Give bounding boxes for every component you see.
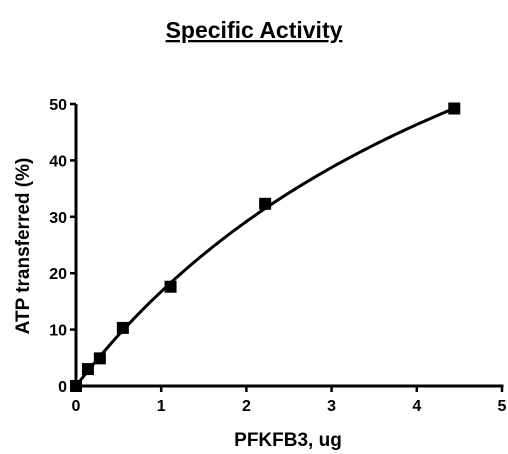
y-tick-label: 40 xyxy=(49,153,67,170)
data-point xyxy=(116,321,129,334)
y-tick-label: 50 xyxy=(49,97,67,114)
x-tick-label: 2 xyxy=(242,398,251,415)
y-tick-label: 20 xyxy=(49,266,67,283)
fit-curve xyxy=(74,106,455,387)
axes xyxy=(74,104,504,388)
data-point xyxy=(448,102,461,115)
x-tick-label: 5 xyxy=(498,398,507,415)
data-points xyxy=(70,102,461,392)
x-tick-label: 1 xyxy=(157,398,166,415)
x-tick-label: 3 xyxy=(327,398,336,415)
y-axis-label: ATP transferred (%) xyxy=(13,158,34,335)
data-point xyxy=(164,280,177,293)
y-tick-label: 0 xyxy=(58,379,67,396)
data-point xyxy=(81,363,94,376)
y-tick-label: 10 xyxy=(49,323,67,340)
data-point xyxy=(259,197,272,210)
x-axis-label: PFKFB3, ug xyxy=(234,430,342,451)
chart-title: Specific Activity xyxy=(166,17,343,43)
x-tick-label: 0 xyxy=(72,398,81,415)
data-point xyxy=(93,352,106,365)
x-tick-label: 4 xyxy=(412,398,421,415)
y-tick-label: 30 xyxy=(49,210,67,227)
